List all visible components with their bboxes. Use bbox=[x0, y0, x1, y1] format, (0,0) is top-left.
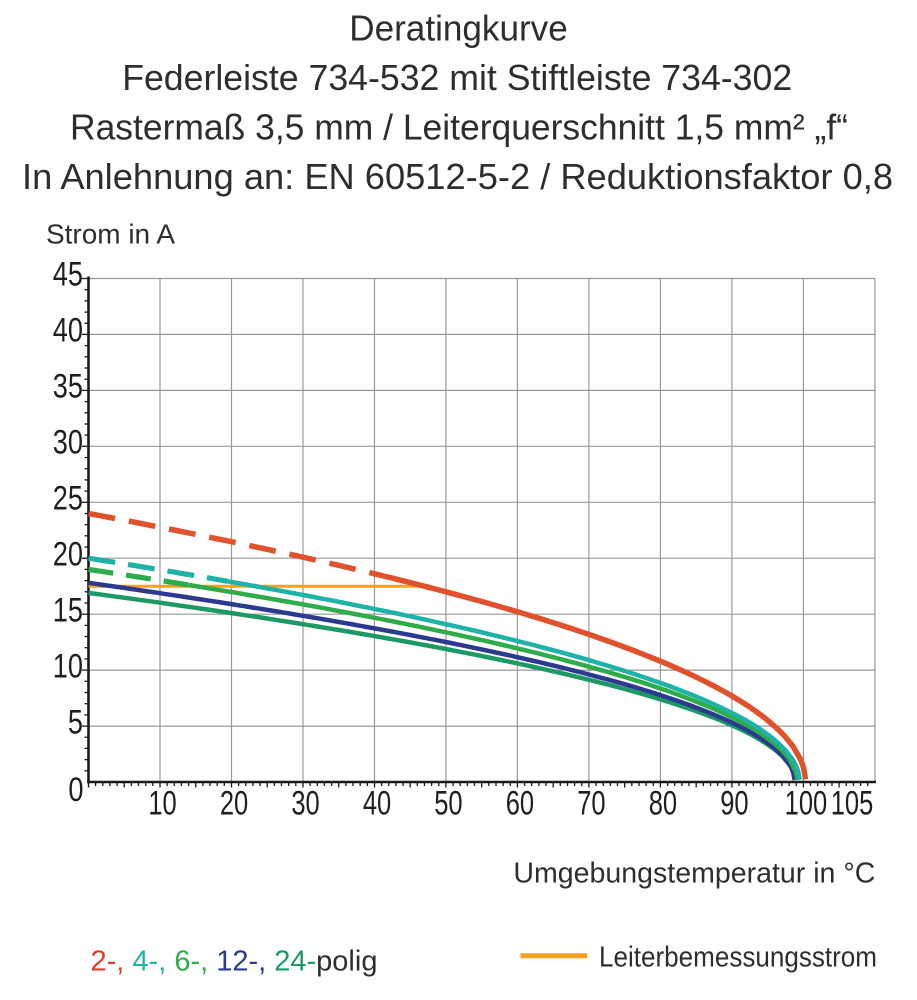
svg-text:10: 10 bbox=[148, 785, 176, 822]
svg-text:0: 0 bbox=[68, 770, 83, 809]
svg-text:90: 90 bbox=[720, 785, 748, 822]
svg-text:Rastermaß 3,5 mm / Leiterquers: Rastermaß 3,5 mm / Leiterquerschnitt 1,5… bbox=[70, 107, 848, 148]
svg-text:Deratingkurve: Deratingkurve bbox=[349, 8, 568, 49]
svg-text:Federleiste 734-532 mit Stiftl: Federleiste 734-532 mit Stiftleiste 734-… bbox=[122, 57, 792, 98]
svg-text:In Anlehnung an: EN 60512-5-2: In Anlehnung an: EN 60512-5-2 / Reduktio… bbox=[22, 156, 893, 197]
svg-text:Umgebungstemperatur in °C: Umgebungstemperatur in °C bbox=[513, 858, 875, 890]
svg-text:15: 15 bbox=[53, 590, 83, 629]
svg-text:20: 20 bbox=[220, 785, 248, 822]
svg-text:30: 30 bbox=[53, 423, 83, 462]
svg-text:40: 40 bbox=[363, 785, 391, 822]
svg-text:45: 45 bbox=[53, 255, 83, 294]
svg-text:5: 5 bbox=[68, 702, 83, 741]
svg-text:20: 20 bbox=[53, 534, 83, 573]
svg-text:80: 80 bbox=[649, 785, 677, 822]
svg-text:Strom in A: Strom in A bbox=[46, 219, 175, 250]
svg-text:70: 70 bbox=[577, 785, 605, 822]
svg-text:60: 60 bbox=[506, 785, 534, 822]
svg-text:2-, 4-, 6-, 12-, 24-polig: 2-, 4-, 6-, 12-, 24-polig bbox=[91, 945, 378, 977]
svg-text:30: 30 bbox=[291, 785, 319, 822]
svg-text:10: 10 bbox=[53, 646, 83, 685]
svg-text:50: 50 bbox=[434, 785, 462, 822]
svg-text:100: 100 bbox=[785, 785, 828, 822]
svg-text:35: 35 bbox=[53, 367, 83, 406]
svg-text:105: 105 bbox=[831, 785, 874, 822]
svg-text:Leiterbemessungsstrom: Leiterbemessungsstrom bbox=[599, 941, 877, 973]
svg-text:25: 25 bbox=[53, 479, 83, 518]
svg-text:40: 40 bbox=[53, 311, 83, 350]
